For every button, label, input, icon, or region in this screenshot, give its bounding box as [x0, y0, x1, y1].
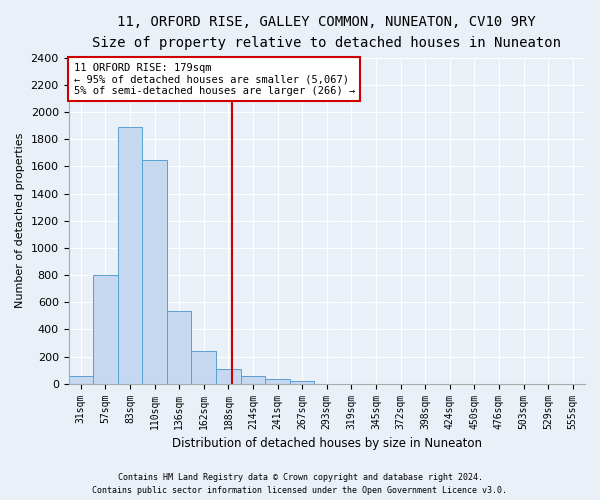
- Bar: [290, 381, 314, 384]
- Bar: [167, 311, 191, 384]
- X-axis label: Distribution of detached houses by size in Nuneaton: Distribution of detached houses by size …: [172, 437, 482, 450]
- Bar: [142, 160, 167, 384]
- Bar: [216, 369, 241, 384]
- Bar: [68, 376, 93, 384]
- Y-axis label: Number of detached properties: Number of detached properties: [15, 133, 25, 308]
- Bar: [191, 352, 216, 384]
- Bar: [241, 376, 265, 384]
- Bar: [118, 127, 142, 384]
- Title: 11, ORFORD RISE, GALLEY COMMON, NUNEATON, CV10 9RY
Size of property relative to : 11, ORFORD RISE, GALLEY COMMON, NUNEATON…: [92, 15, 561, 50]
- Text: 11 ORFORD RISE: 179sqm
← 95% of detached houses are smaller (5,067)
5% of semi-d: 11 ORFORD RISE: 179sqm ← 95% of detached…: [74, 62, 355, 96]
- Bar: [265, 379, 290, 384]
- Bar: [93, 275, 118, 384]
- Text: Contains HM Land Registry data © Crown copyright and database right 2024.
Contai: Contains HM Land Registry data © Crown c…: [92, 474, 508, 495]
